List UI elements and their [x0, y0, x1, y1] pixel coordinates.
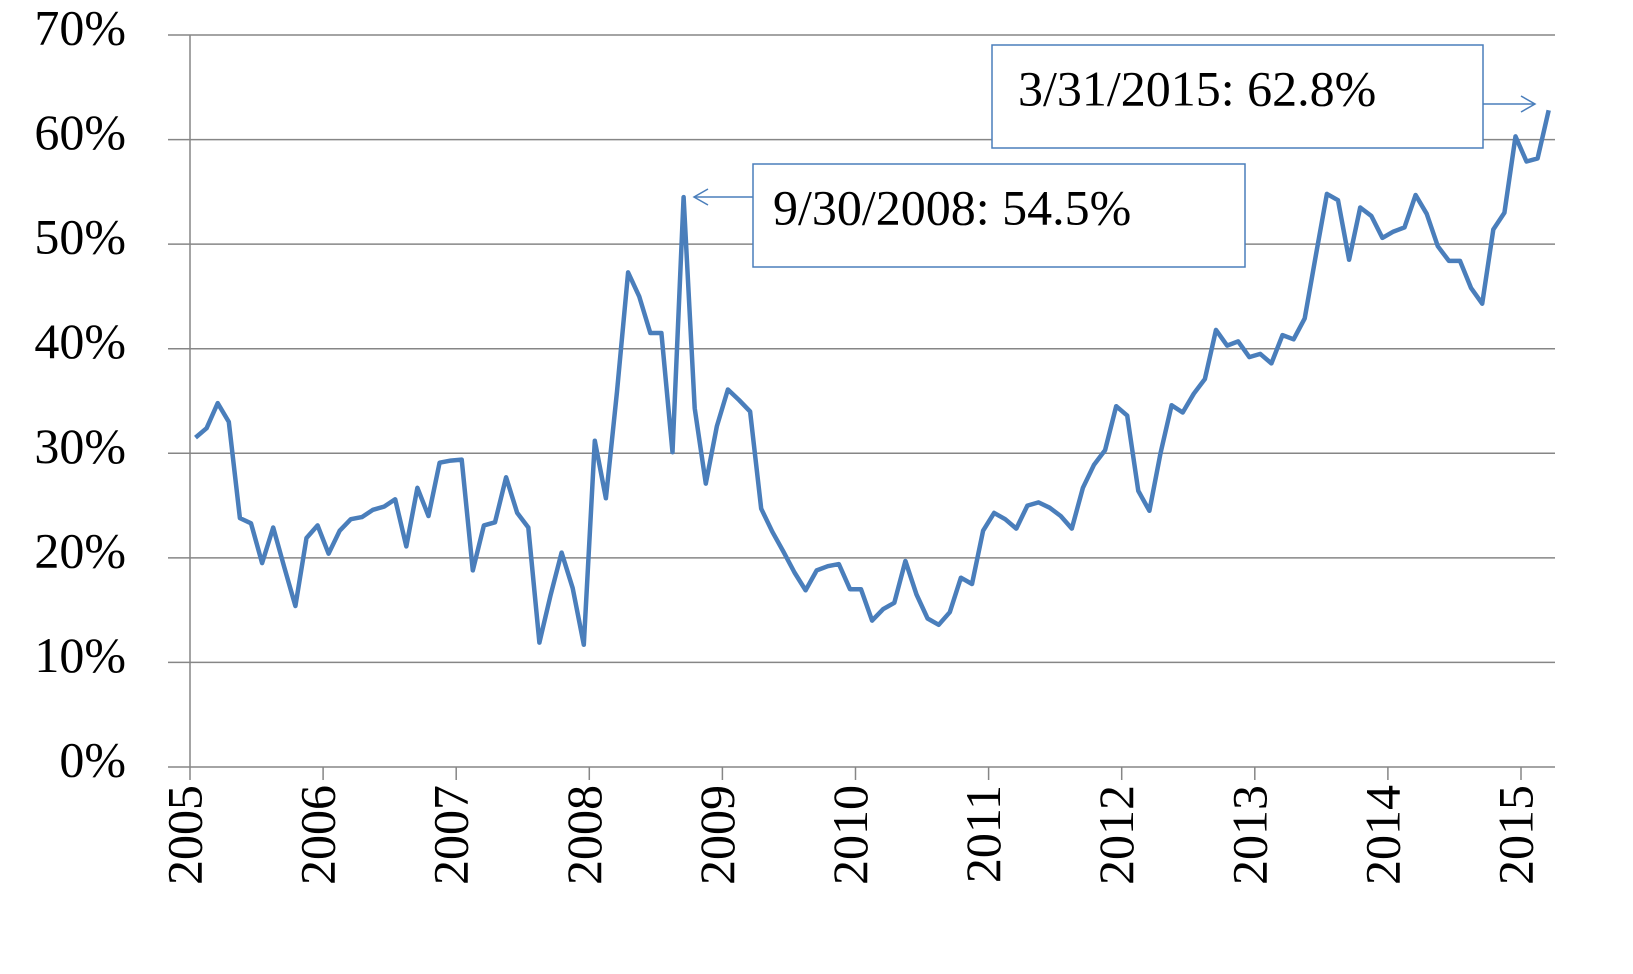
x-tick-label: 2011	[955, 785, 1011, 883]
x-tick-label: 2009	[689, 785, 745, 885]
y-tick-label: 30%	[34, 418, 126, 474]
y-tick-label: 50%	[34, 209, 126, 265]
y-tick-label: 10%	[34, 627, 126, 683]
x-tick-label: 2012	[1088, 785, 1144, 885]
y-tick-label: 20%	[34, 522, 126, 578]
annotation-box	[752, 163, 1246, 268]
x-tick-label: 2010	[822, 785, 878, 885]
data-line	[194, 109, 1551, 647]
y-tick-label: 40%	[34, 313, 126, 369]
annotation-text: 9/30/2008: 54.5%	[773, 179, 1131, 235]
x-tick-label: 2014	[1354, 785, 1410, 885]
annotation-box	[991, 44, 1484, 149]
x-tick-label: 2006	[290, 785, 346, 885]
y-tick-label: 0%	[59, 731, 126, 787]
x-tick-label: 2013	[1221, 785, 1277, 885]
y-tick-label: 70%	[34, 0, 126, 55]
arrow-head	[1520, 95, 1537, 113]
x-tick-label: 2008	[556, 785, 612, 885]
x-tick-label: 2015	[1487, 785, 1543, 885]
annotation-2: 3/31/2015: 62.8%	[991, 44, 1537, 149]
x-tick-label: 2007	[423, 785, 479, 885]
annotation-1: 9/30/2008: 54.5%	[692, 163, 1246, 268]
y-tick-label: 60%	[34, 104, 126, 160]
annotation-text: 3/31/2015: 62.8%	[1018, 60, 1376, 116]
arrow-head	[692, 188, 709, 206]
x-tick-label: 2005	[156, 785, 212, 885]
